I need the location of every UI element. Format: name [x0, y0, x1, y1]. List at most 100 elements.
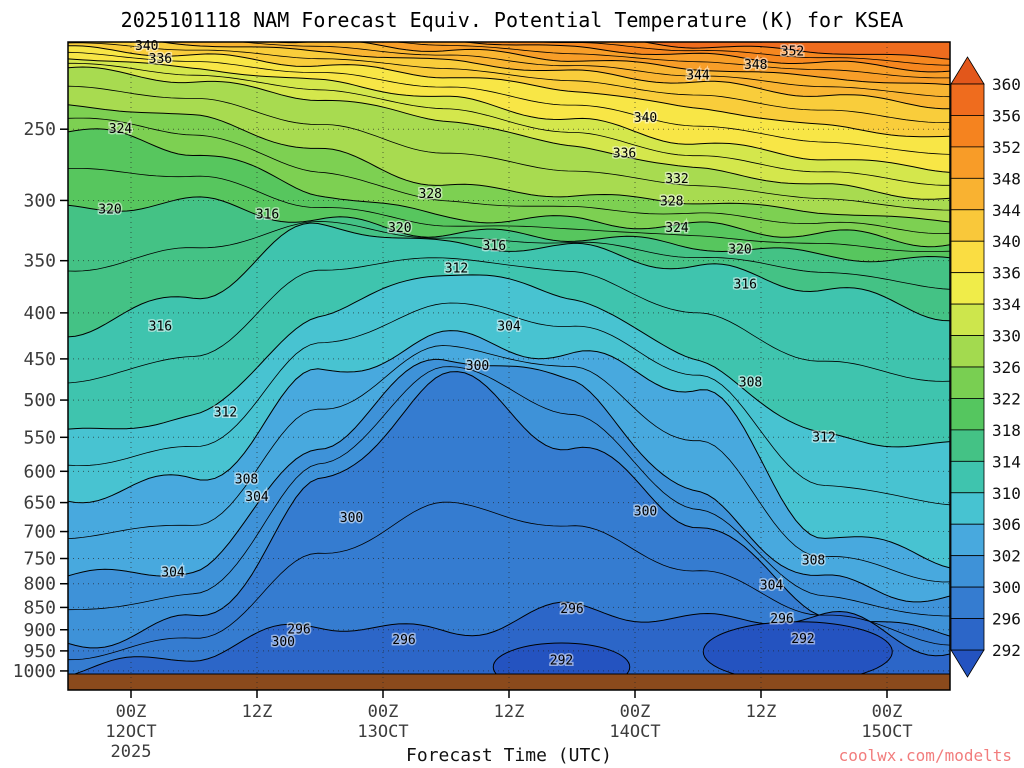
contour-label-300: 300	[340, 511, 363, 526]
contour-line-minor	[393, 42, 950, 79]
colorbar-label: 336	[992, 264, 1021, 283]
colorbar-band	[950, 146, 985, 179]
contour-line-304	[68, 358, 950, 603]
contour-label-300: 300	[634, 505, 657, 520]
contour-labels: 3403363523483443403363323283243203163283…	[97, 37, 837, 670]
x-tick-label: 12Z	[746, 702, 777, 722]
contour-label-292: 292	[550, 654, 573, 669]
contour-label-340: 340	[634, 111, 657, 126]
contour-line-300	[68, 371, 950, 649]
colorbar-label: 356	[992, 106, 1021, 125]
y-tick-label: 500	[23, 390, 56, 411]
y-tick-label: 750	[23, 549, 56, 570]
contour-line-minor	[236, 42, 950, 98]
colorbar-arrow-up	[950, 56, 985, 85]
contour-label-336: 336	[613, 146, 636, 161]
contour-label-296: 296	[287, 622, 310, 637]
colorbar-label: 352	[992, 138, 1021, 157]
colorbar-band	[950, 366, 985, 399]
y-tick-label: 450	[23, 349, 56, 370]
contour-label-320: 320	[98, 202, 121, 217]
contour-label-320: 320	[728, 242, 751, 257]
contour-line-minor	[68, 366, 950, 617]
colorbar-label: 330	[992, 327, 1021, 346]
colorbar-band	[950, 240, 985, 274]
colorbar-label: 314	[992, 452, 1021, 471]
contour-line-minor	[532, 42, 950, 66]
y-tick-label: 600	[23, 461, 56, 482]
x-tick-label: 00Z	[368, 702, 399, 722]
contour-label-292: 292	[791, 632, 814, 647]
contour-line-308	[68, 330, 950, 569]
colorbar-band	[950, 586, 985, 619]
contour-line-352	[460, 42, 950, 73]
contour-label-296: 296	[770, 612, 793, 627]
colorbar-label: 300	[992, 578, 1021, 597]
colorbar-label: 326	[992, 358, 1021, 377]
contour-label-304: 304	[161, 565, 185, 580]
colorbar-band	[950, 303, 985, 336]
watermark-link[interactable]: coolwx.com/modelts	[838, 746, 1012, 765]
colorbar-label: 334	[992, 295, 1021, 314]
cold-core-292	[702, 621, 893, 683]
y-tick-label: 900	[23, 620, 56, 641]
colorbar-band	[950, 209, 985, 242]
contour-label-312: 312	[214, 405, 237, 420]
x-tick-label: 00Z	[116, 702, 147, 722]
y-tick-label: 650	[23, 493, 56, 514]
y-tick-label: 1000	[13, 661, 56, 682]
colorbar-band	[950, 429, 985, 462]
contour-line-296	[68, 601, 950, 677]
contour-label-300: 300	[466, 359, 489, 374]
contour-line-324	[68, 128, 950, 248]
y-tick-label: 550	[23, 427, 56, 448]
contour-label-304: 304	[497, 319, 521, 334]
y-tick-label: 350	[23, 251, 56, 272]
contour-label-336: 336	[149, 52, 172, 67]
contour-label-300: 300	[272, 635, 295, 650]
contour-line-356	[641, 42, 950, 60]
y-tick-label: 700	[23, 522, 56, 543]
x-tick-label: 00Z	[620, 702, 651, 722]
contour-label-348: 348	[744, 58, 767, 73]
x-tick-label: 2025	[111, 742, 152, 762]
contour-label-316: 316	[256, 208, 279, 223]
y-tick-label: 400	[23, 303, 56, 324]
contour-line-minor	[68, 302, 950, 506]
contour-line-340	[68, 45, 950, 138]
contour-label-316: 316	[149, 319, 172, 334]
x-tick-label: 13OCT	[357, 722, 408, 742]
contour-line-minor	[68, 221, 950, 290]
colorbar-label: 292	[992, 641, 1021, 660]
contour-label-344: 344	[686, 69, 710, 84]
colorbar-band	[950, 492, 985, 525]
colorbar-band	[950, 555, 985, 588]
contour-line-minor	[68, 62, 950, 186]
x-tick-label: 15OCT	[861, 722, 912, 742]
contour-label-316: 316	[734, 278, 757, 293]
colorbar-band	[950, 398, 985, 431]
colorbar-band	[950, 177, 985, 211]
y-tick-label: 300	[23, 190, 56, 211]
colorbar-label: 306	[992, 515, 1021, 534]
contour-line-minor	[68, 51, 950, 155]
colorbar-band	[950, 272, 985, 305]
contour-line-minor	[68, 85, 950, 211]
contour-label-332: 332	[665, 172, 688, 187]
grid-overlay	[68, 42, 950, 690]
contour-line-328	[68, 104, 950, 223]
colorbar-band	[950, 115, 985, 148]
contour-label-328: 328	[660, 195, 683, 210]
contour-line-minor	[68, 42, 950, 123]
colorbar-label: 344	[992, 201, 1021, 220]
colorbar: 360 356 352 348 344 340 336 334 330 326 322 318 314 3…	[950, 56, 1021, 678]
contour-line-minor	[68, 168, 950, 252]
chart-title: 2025101118 NAM Forecast Equiv. Potential…	[120, 8, 904, 32]
colorbar-label: 348	[992, 169, 1021, 188]
y-tick-label: 850	[23, 597, 56, 618]
contour-label-316: 316	[483, 239, 506, 254]
contour-label-308: 308	[235, 473, 258, 488]
